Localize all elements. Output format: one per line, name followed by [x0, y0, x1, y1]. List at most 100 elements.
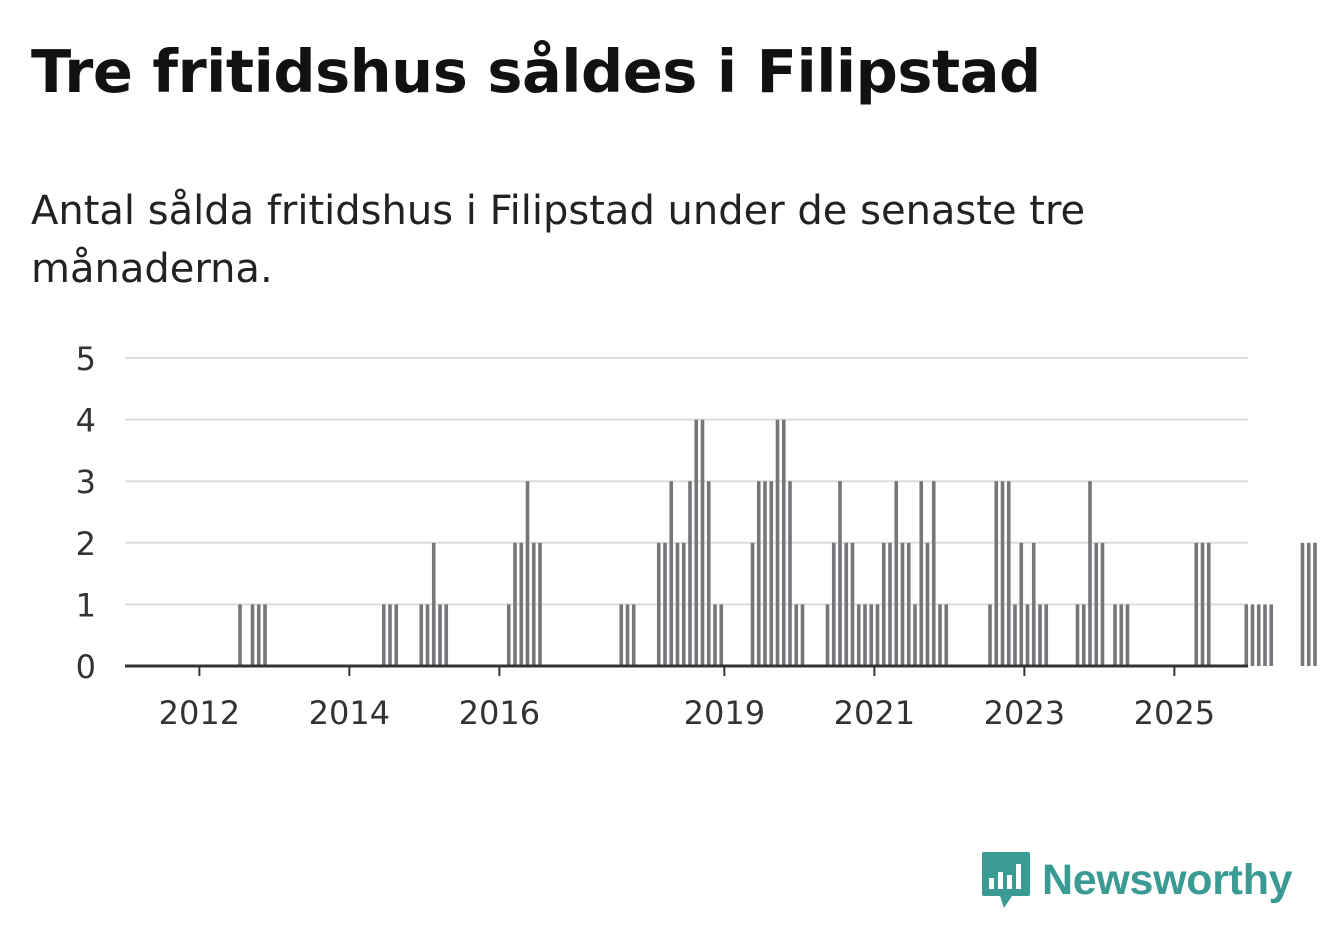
- bar: [694, 419, 699, 666]
- bar: [663, 542, 667, 666]
- bar: [838, 481, 842, 666]
- bar: [1100, 542, 1105, 666]
- bar: [256, 604, 261, 666]
- bar: [425, 604, 430, 666]
- newsworthy-bar-chart-logo-icon: [982, 852, 1030, 908]
- bar: [1081, 604, 1086, 666]
- bar: [1244, 604, 1249, 666]
- bar: [794, 604, 799, 666]
- bar: [706, 481, 711, 666]
- bar: [538, 542, 542, 666]
- bar: [619, 604, 624, 666]
- bar: [250, 604, 255, 666]
- x-axis-labels: 2012 2014 2016 2019 2021 2023 2025: [159, 694, 1215, 732]
- bar: [844, 542, 849, 666]
- x-axis-ticks: [198, 666, 1176, 676]
- newsworthy-logo: Newsworthy: [980, 850, 1293, 910]
- bar: [769, 481, 774, 666]
- bar: [869, 604, 874, 666]
- bar: [631, 604, 636, 666]
- y-tick-label: 5: [76, 340, 96, 378]
- bar: [675, 542, 680, 666]
- brand-name: Newsworthy: [1042, 855, 1293, 904]
- bar: [906, 542, 911, 666]
- x-tick-label: 2021: [834, 694, 915, 732]
- bar: [1306, 542, 1311, 666]
- bar: [1256, 604, 1261, 666]
- bar: [1019, 542, 1024, 666]
- bar: [669, 481, 674, 666]
- bar: [1006, 481, 1011, 666]
- bar: [788, 481, 792, 666]
- bar: [388, 604, 392, 666]
- bar: [900, 542, 905, 666]
- bar: [519, 542, 524, 666]
- bar: [531, 542, 536, 666]
- bar: [994, 481, 999, 666]
- bar: [1094, 542, 1099, 666]
- x-tick-label: 2023: [984, 694, 1065, 732]
- bar: [525, 481, 530, 666]
- chart-title: Tre fritidshus såldes i Filipstad: [31, 37, 1041, 106]
- gridlines: [125, 357, 1248, 606]
- bar: [431, 542, 436, 666]
- bar: [775, 419, 780, 666]
- bar: [913, 604, 917, 666]
- bar: [700, 419, 705, 666]
- bar: [894, 481, 899, 666]
- bar: [419, 604, 424, 666]
- x-tick-label: 2014: [309, 694, 390, 732]
- bar: [888, 542, 892, 666]
- bar: [1300, 542, 1305, 666]
- bar: [1038, 604, 1042, 666]
- bar: [506, 604, 511, 666]
- bar: [825, 604, 830, 666]
- bar: [1075, 604, 1080, 666]
- bar: [263, 604, 267, 666]
- bar: [988, 604, 992, 666]
- bar: [750, 542, 755, 666]
- bar: [1119, 604, 1124, 666]
- y-axis-labels: 0 1 2 3 4 5: [76, 340, 96, 686]
- chart-subtitle: Antal sålda fritidshus i Filipstad under…: [31, 188, 1086, 292]
- bar: [1313, 542, 1317, 666]
- bar: [1194, 542, 1199, 666]
- x-tick-label: 2019: [684, 694, 765, 732]
- bar: [931, 481, 936, 666]
- bar: [1000, 481, 1005, 666]
- bar: [1088, 481, 1092, 666]
- bar: [713, 604, 717, 666]
- y-tick-label: 4: [76, 402, 96, 440]
- bar: [719, 604, 724, 666]
- bar: [875, 604, 880, 666]
- bar: [1206, 542, 1211, 666]
- y-tick-label: 3: [76, 463, 96, 501]
- bar: [238, 604, 242, 666]
- bar: [625, 604, 630, 666]
- bar: [850, 542, 855, 666]
- bar: [831, 542, 836, 666]
- bar: [1025, 604, 1030, 666]
- bar: [381, 604, 386, 666]
- bar: [1263, 604, 1267, 666]
- bar: [881, 542, 886, 666]
- x-tick-label: 2016: [459, 694, 540, 732]
- x-tick-label: 2025: [1134, 694, 1215, 732]
- bar: [444, 604, 449, 666]
- bar: [1113, 604, 1117, 666]
- bar: [756, 481, 761, 666]
- bar: [863, 604, 867, 666]
- bar: [656, 542, 661, 666]
- bar: [438, 604, 442, 666]
- x-tick-label: 2012: [159, 694, 240, 732]
- bar: [1250, 604, 1255, 666]
- bar: [938, 604, 942, 666]
- bar: [1200, 542, 1205, 666]
- bars: [238, 419, 1317, 666]
- bar: [925, 542, 930, 666]
- bar: [1125, 604, 1130, 666]
- bar: [1044, 604, 1049, 666]
- bar: [763, 481, 767, 666]
- bar: [394, 604, 399, 666]
